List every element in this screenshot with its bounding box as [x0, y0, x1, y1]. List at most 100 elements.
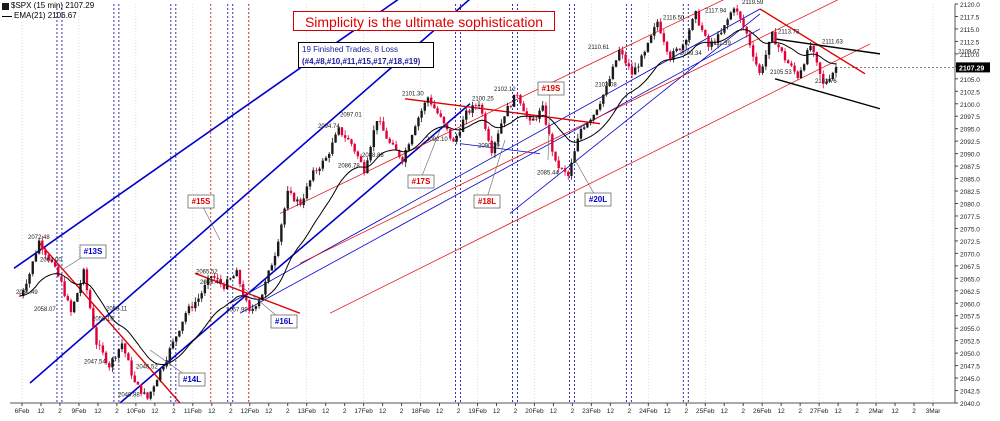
candle-body — [41, 240, 44, 250]
candle-body — [557, 160, 560, 169]
candle-body — [704, 30, 707, 36]
candle-body — [264, 281, 267, 295]
y-tick-label: 2092.5 — [960, 139, 980, 146]
x-tick-label: 12 — [436, 408, 444, 415]
candle-body — [120, 343, 124, 350]
candle-body — [755, 56, 758, 65]
candle-body — [245, 295, 248, 301]
candle-body — [764, 54, 768, 67]
signal-label: #15S — [192, 197, 211, 206]
candle-body — [382, 121, 385, 131]
candle-body — [669, 51, 672, 60]
y-tick-label: 2110.0 — [960, 52, 980, 59]
price-annotation: 2103.08 — [595, 82, 617, 88]
y-tick-label: 2045.0 — [960, 376, 980, 383]
x-tick-label: 2 — [684, 408, 688, 415]
price-annotation: 2105.53 — [770, 70, 792, 76]
signal-label: #20L — [589, 195, 607, 204]
y-tick-label: 2070.0 — [960, 251, 980, 258]
signal-pointer — [574, 159, 598, 200]
candle-body — [398, 150, 401, 158]
y-tick-label: 2060.0 — [960, 301, 980, 308]
candle-body — [136, 381, 140, 385]
candle-body — [799, 70, 803, 79]
x-tick-label: 2 — [172, 408, 176, 415]
trades-summary-box: 19 Finished Trades, 8 Loss (#4,#8,#10,#1… — [298, 42, 434, 68]
candle-body — [296, 199, 299, 202]
candle-body — [576, 138, 580, 152]
channel-line-blue — [119, 103, 471, 404]
candle-body — [353, 143, 356, 152]
price-annotation: 2058.07 — [34, 307, 56, 313]
y-tick-label: 2050.0 — [960, 351, 980, 358]
candle-body — [184, 313, 187, 322]
y-tick-label: 2097.5 — [960, 114, 980, 121]
downtrend-line-red — [759, 8, 866, 75]
candle-body — [391, 142, 395, 145]
candle-body — [401, 157, 404, 163]
price-annotation: 2040.88 — [118, 393, 140, 399]
candle-body — [563, 168, 567, 172]
candle-body — [270, 265, 274, 271]
candle-body — [308, 180, 312, 187]
signal-box — [537, 81, 565, 96]
candle-body — [152, 386, 156, 392]
price-annotation: 2086.78 — [338, 164, 360, 170]
candle-body — [53, 262, 57, 267]
price-annotation: 2061.49 — [16, 290, 38, 296]
x-tick-label: 12 — [550, 408, 558, 415]
x-tick-label: 25Feb — [696, 408, 715, 415]
candle-body — [404, 150, 407, 163]
candle-body — [197, 298, 200, 302]
candle-body — [828, 78, 831, 82]
chart-header: $SPX (15 min) 2107.29 EMA(21) 2106.67 — [2, 1, 94, 21]
x-tick-label: 12 — [607, 408, 615, 415]
x-tick-label: 12 — [778, 408, 786, 415]
channel-line-blue — [13, 0, 399, 269]
x-tick-label: 6Feb — [15, 408, 30, 415]
candle-body — [790, 63, 793, 66]
candle-body — [672, 51, 675, 60]
candle-body — [665, 41, 669, 52]
candle-body — [37, 240, 41, 254]
candle-body — [716, 34, 720, 44]
channel-line-red — [299, 0, 839, 264]
downtrend-line-red — [404, 98, 601, 125]
candle-body — [149, 391, 152, 399]
candle-body — [423, 102, 427, 111]
x-tick-label: 12 — [37, 408, 45, 415]
candle-body — [519, 95, 522, 104]
x-tick-label: 11Feb — [184, 408, 202, 415]
candle-body — [541, 105, 544, 111]
candle-body — [159, 369, 162, 381]
x-tick-label: 2 — [286, 408, 290, 415]
candle-body — [168, 348, 172, 361]
candle-body — [783, 51, 787, 61]
x-tick-label: 12 — [265, 408, 273, 415]
candle-body — [60, 276, 63, 282]
candle-body — [82, 269, 85, 284]
signal-box — [187, 194, 215, 209]
candle-body — [493, 142, 497, 154]
candle-body — [327, 153, 331, 158]
x-tick-label: 2 — [798, 408, 802, 415]
candle-body — [213, 276, 216, 278]
price-annotation: 2109.67 — [958, 50, 980, 56]
banner-quote: Simplicity is the ultimate sophisticatio… — [293, 11, 555, 31]
candle-body — [139, 384, 143, 394]
y-tick-label: 2042.5 — [960, 389, 980, 396]
x-tick-label: 13Feb — [297, 408, 316, 415]
price-annotation: 2058.11 — [106, 307, 128, 313]
candle-body — [187, 306, 191, 314]
candle-body — [343, 135, 347, 138]
signal-box — [584, 192, 612, 207]
candle-body — [117, 349, 121, 358]
candle-body — [410, 135, 414, 145]
candle-body — [544, 105, 548, 125]
candle-body — [146, 392, 149, 399]
wedge-line-black — [774, 38, 881, 55]
candle-body — [305, 186, 309, 199]
x-tick-label: 12 — [721, 408, 729, 415]
candle-body — [378, 120, 382, 122]
